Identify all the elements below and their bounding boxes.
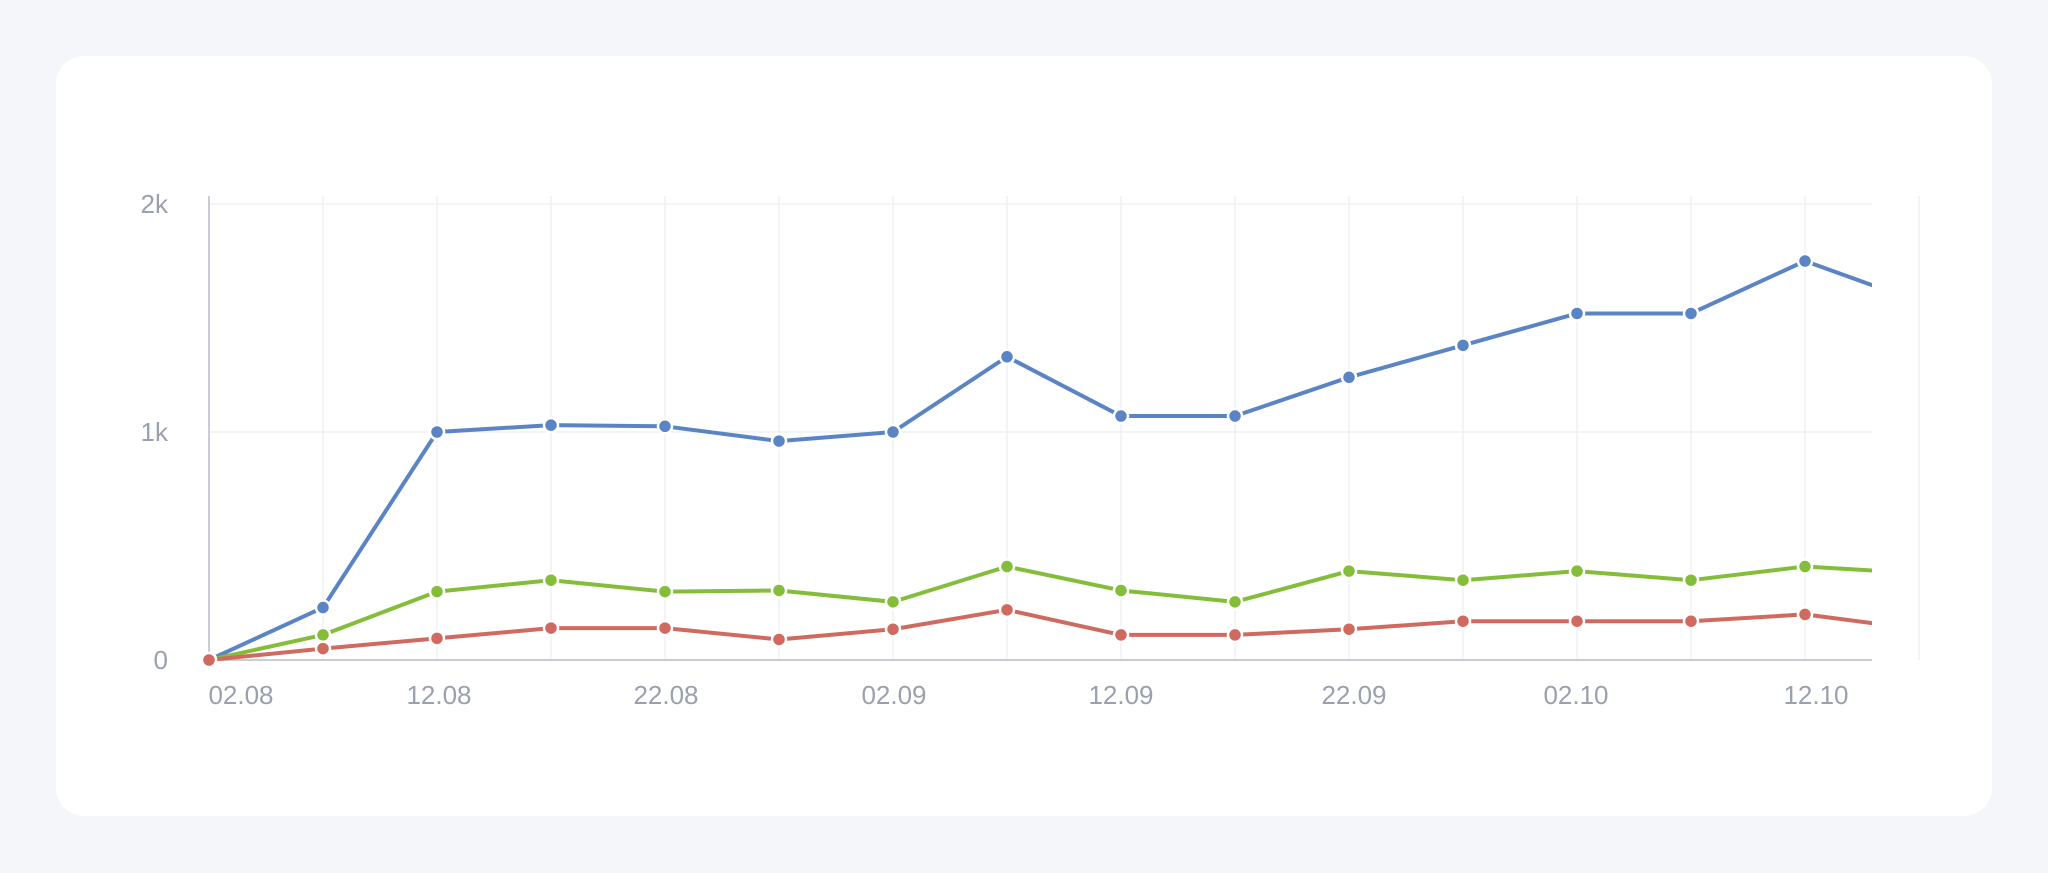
data-point <box>998 348 1016 366</box>
data-point <box>200 651 218 669</box>
data-point <box>542 571 560 589</box>
x-axis-labels: 02.08 12.08 22.08 02.09 12.09 22.09 02.10 12.10 <box>208 680 1848 710</box>
data-point <box>1226 407 1244 425</box>
data-point <box>1340 620 1358 638</box>
series-2 <box>200 601 1872 669</box>
data-point <box>656 418 674 435</box>
data-point <box>1568 612 1586 630</box>
data-point <box>1340 562 1358 580</box>
data-point <box>542 619 560 637</box>
y-tick-label: 2k <box>141 189 169 219</box>
data-point <box>1568 305 1586 322</box>
data-point <box>884 620 902 638</box>
data-point <box>1796 606 1814 623</box>
data-point <box>656 619 674 637</box>
data-point <box>314 640 332 657</box>
series-0 <box>200 252 1872 669</box>
data-point <box>428 423 446 441</box>
data-point <box>1682 612 1700 630</box>
data-point <box>770 631 788 648</box>
data-point <box>542 416 560 434</box>
data-point <box>1226 626 1244 644</box>
y-tick-label: 1k <box>141 417 169 447</box>
y-axis-labels: 0 1k 2k <box>141 189 169 675</box>
chart-card: 0 1k 2k 02.08 12.08 22.08 02.09 12.09 22.09 02.1… <box>56 56 1992 816</box>
data-point <box>1796 252 1814 270</box>
line-chart: 0 1k 2k 02.08 12.08 22.08 02.09 12.09 22.09 02.1… <box>141 189 1920 710</box>
data-point <box>1568 562 1586 580</box>
x-tick-label: 02.08 <box>208 680 273 710</box>
x-tick-label: 22.08 <box>633 680 698 710</box>
data-point <box>1454 337 1472 354</box>
series-1 <box>200 558 1872 669</box>
data-point <box>1454 571 1472 589</box>
data-point <box>428 583 446 600</box>
series-line <box>207 564 1872 662</box>
data-point <box>1796 558 1814 575</box>
data-point <box>1226 593 1244 611</box>
x-tick-label: 22.09 <box>1321 680 1386 710</box>
x-tick-label: 12.08 <box>406 680 471 710</box>
y-tick-label: 0 <box>154 645 168 675</box>
data-point <box>1112 626 1130 644</box>
data-point <box>1340 369 1358 386</box>
x-tick-label: 12.10 <box>1783 680 1848 710</box>
data-point <box>428 630 446 647</box>
x-tick-label: 02.10 <box>1543 680 1608 710</box>
x-tick-label: 12.09 <box>1088 680 1153 710</box>
data-point <box>884 423 902 441</box>
data-point <box>1682 571 1700 589</box>
data-point <box>1112 407 1130 425</box>
data-point <box>1454 612 1472 630</box>
data-point <box>656 583 674 600</box>
series-line <box>207 259 1872 662</box>
series-line <box>207 607 1872 662</box>
data-point <box>770 432 788 450</box>
data-point <box>998 601 1016 619</box>
data-point <box>770 582 788 599</box>
data-point <box>314 599 332 616</box>
data-point <box>314 626 332 644</box>
series-group <box>200 252 1872 669</box>
data-point <box>884 593 902 611</box>
data-point <box>1112 582 1130 599</box>
data-point <box>998 558 1016 575</box>
x-tick-label: 02.09 <box>861 680 926 710</box>
axes <box>208 196 1872 661</box>
data-point <box>1682 305 1700 322</box>
